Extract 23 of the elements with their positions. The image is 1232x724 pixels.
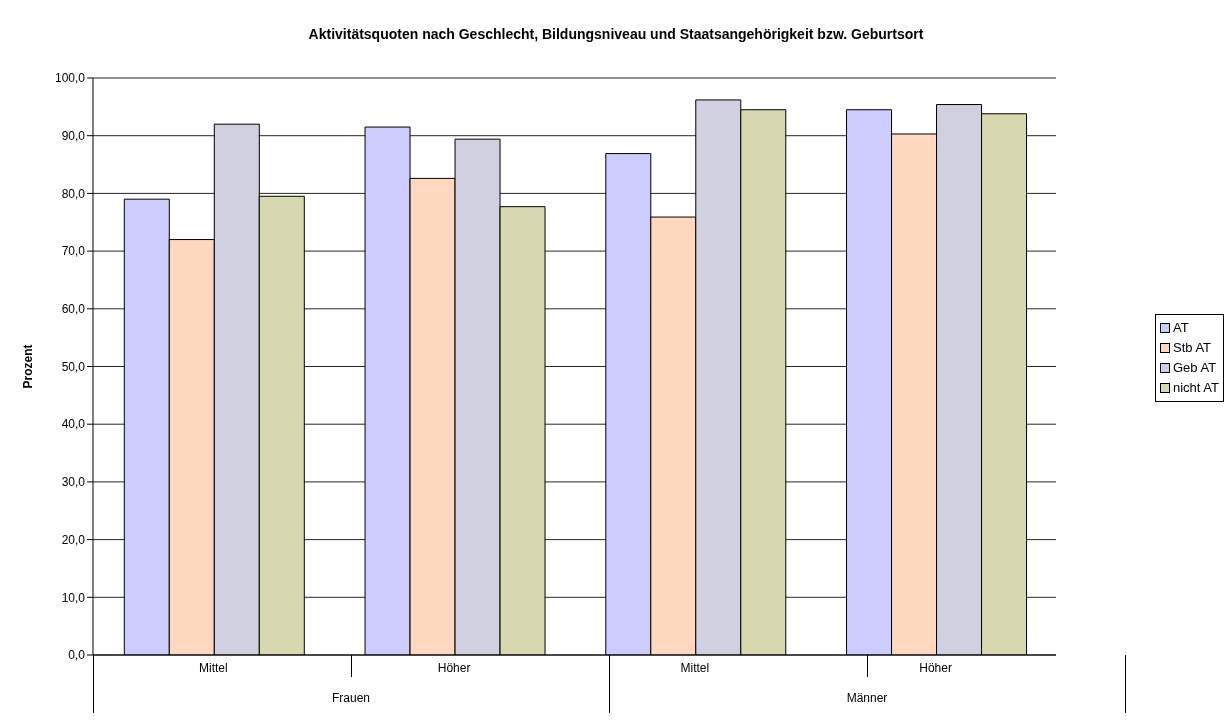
- y-axis-title: Prozent: [21, 344, 36, 389]
- legend-label: AT: [1172, 319, 1189, 337]
- legend-label: nicht AT: [1172, 379, 1219, 397]
- y-tick-label: 10,0: [61, 590, 86, 605]
- y-tick-label: 80,0: [61, 186, 86, 201]
- y-tick-label: 20,0: [61, 532, 86, 547]
- y-tick-label: 30,0: [61, 475, 86, 490]
- legend-label: Stb AT: [1172, 339, 1212, 357]
- x-tick-label: Mittel: [680, 660, 710, 675]
- y-tick-label: 40,0: [61, 417, 86, 432]
- x-tick-label: Mittel: [199, 660, 228, 675]
- y-tick-label: 100,0: [54, 71, 86, 86]
- y-tick-label: 60,0: [61, 302, 86, 317]
- text: Männer: [845, 691, 889, 705]
- y-tick-label: 70,0: [61, 244, 86, 259]
- text: Frauen: [331, 691, 371, 705]
- x-tick-label: Höher: [919, 660, 952, 675]
- y-tick-label: 50,0: [61, 359, 86, 374]
- y-tick-label: 0,0: [68, 648, 86, 663]
- legend-label: Geb AT: [1172, 359, 1217, 377]
- chart-title: Aktivitätsquoten nach Geschlecht, Bildungsniveau und Staatsangehörigkeit bzw. Geburtsort: [307, 26, 925, 42]
- x-tick-label: Höher: [437, 660, 471, 675]
- y-tick-label: 90,0: [61, 128, 86, 143]
